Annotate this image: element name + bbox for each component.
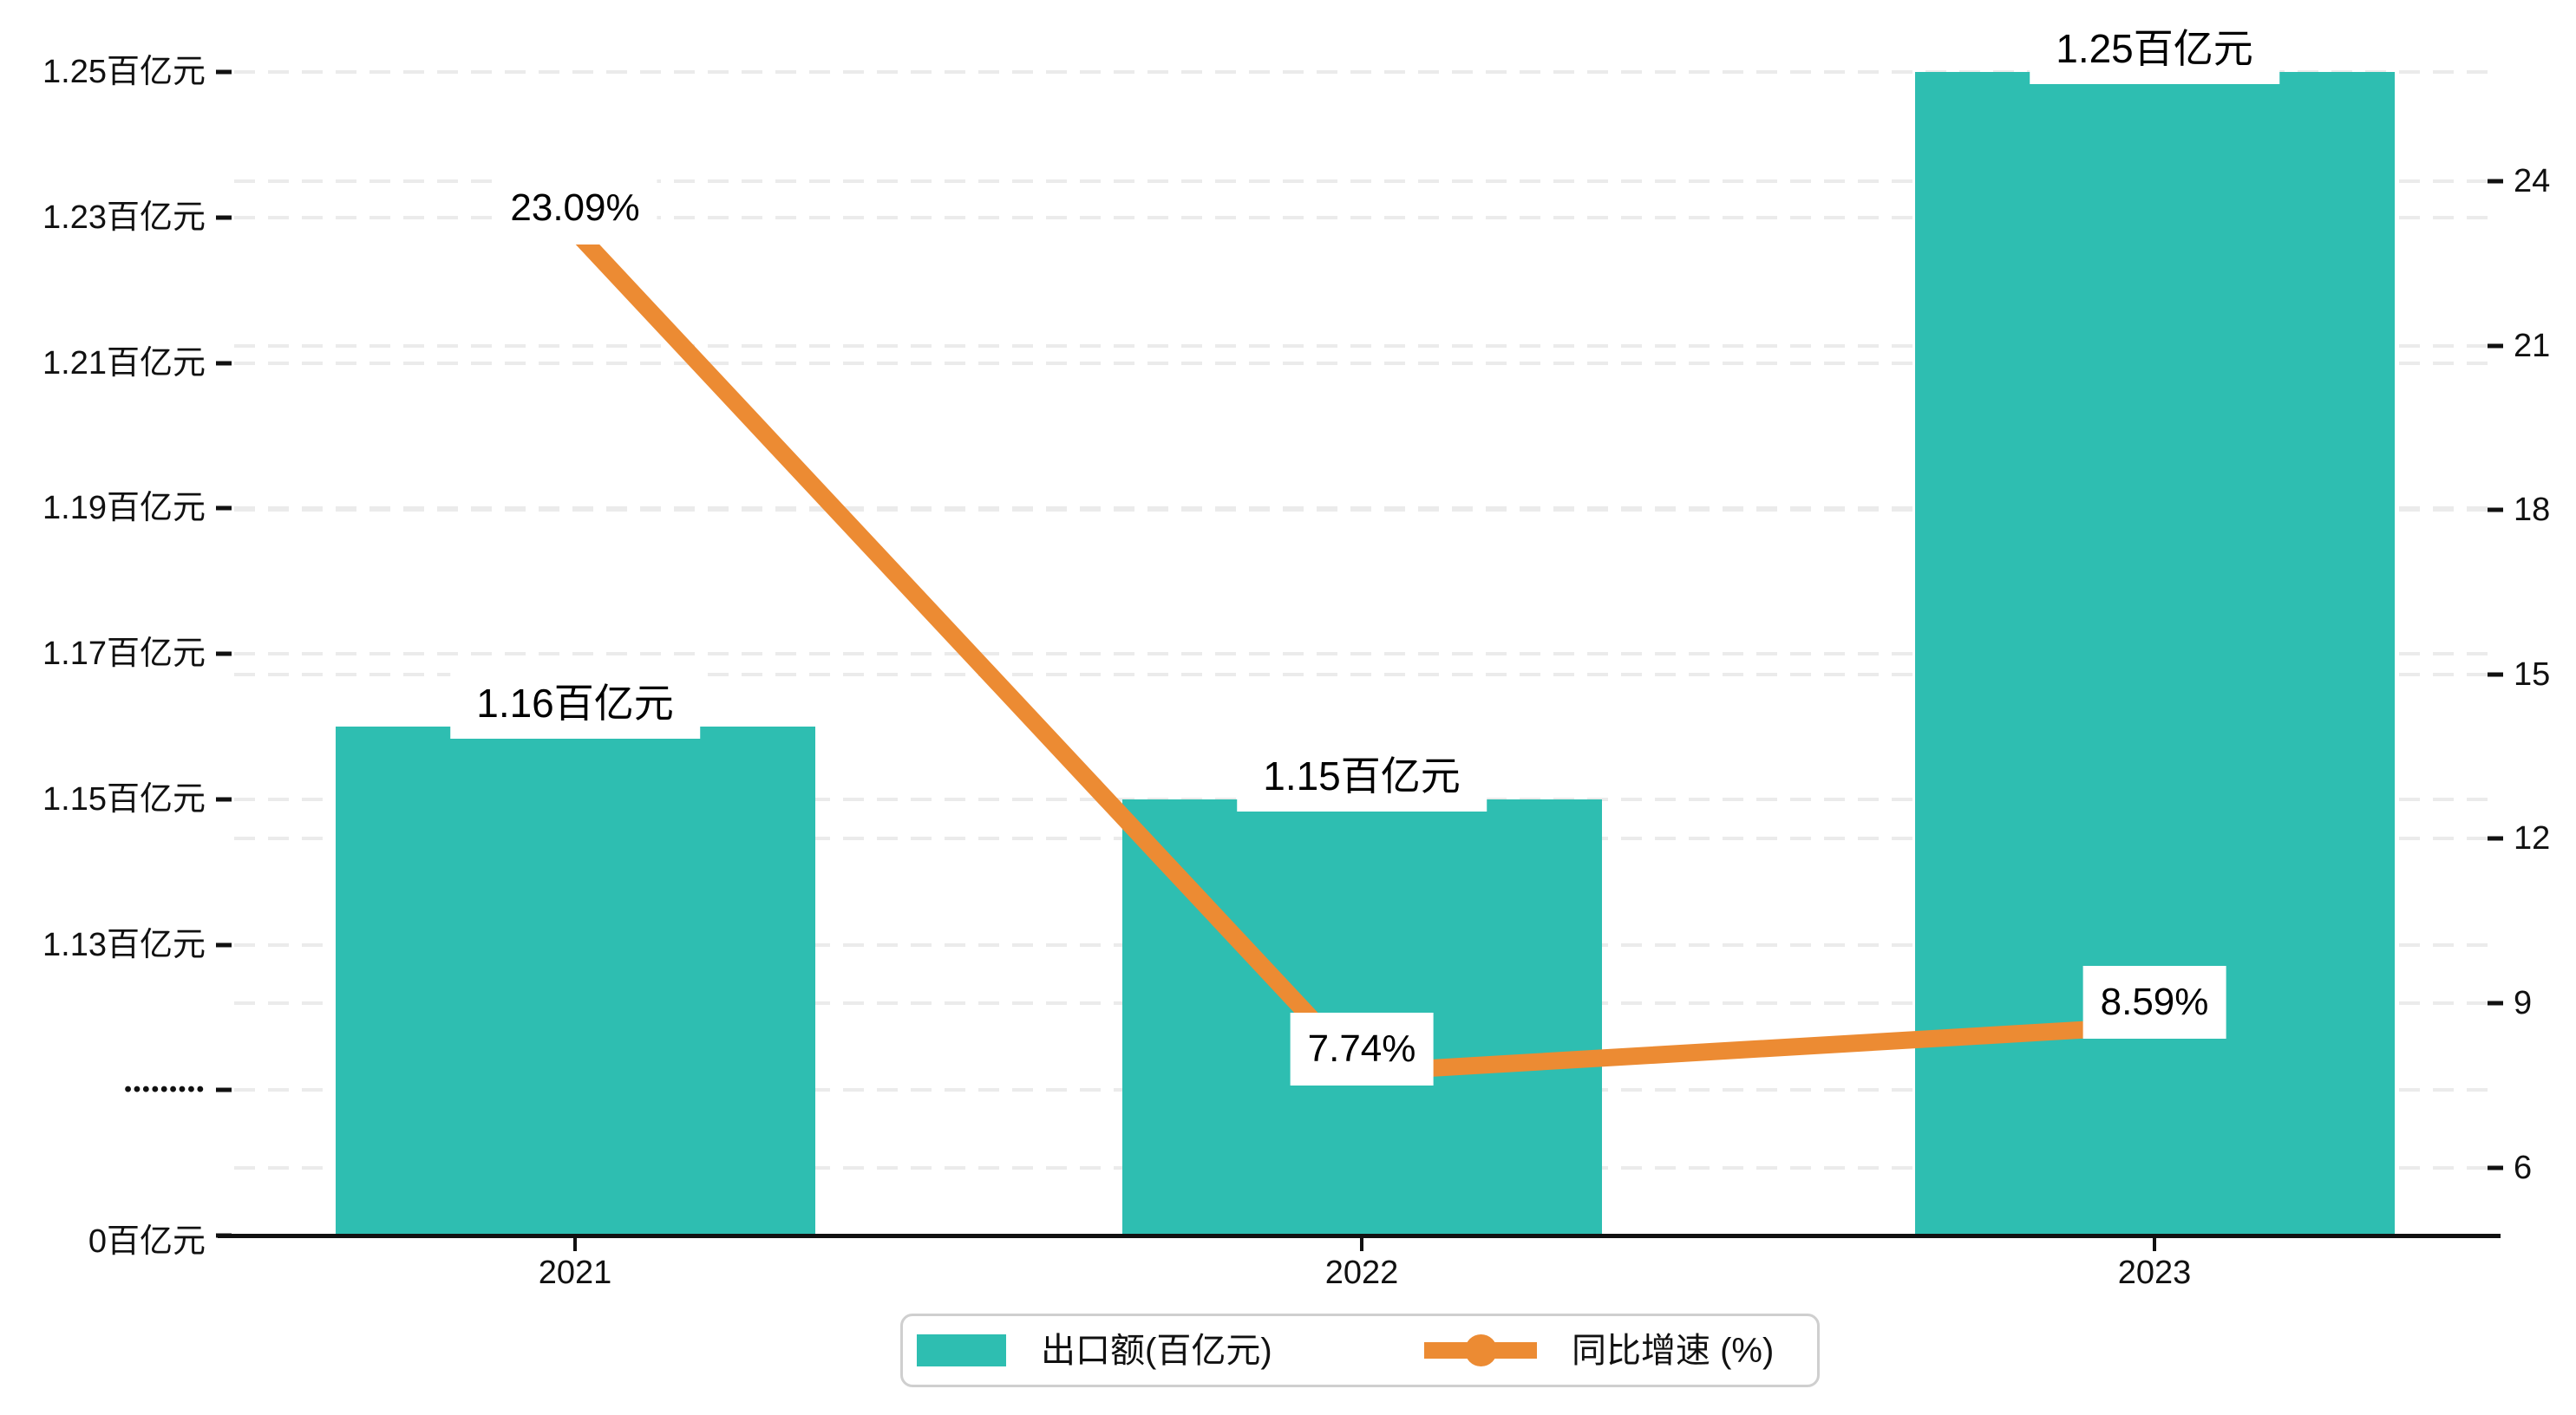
- growth-line[interactable]: [568, 225, 2155, 1081]
- x-axis-tick-mark: [573, 1236, 577, 1251]
- growth-value-label: 7.74%: [1290, 1012, 1434, 1086]
- line-series-marker-icon: [1424, 1334, 1537, 1366]
- x-axis-label-2022: 2022: [1324, 1255, 1399, 1291]
- left-axis-tick-label: •••••••••: [124, 1078, 206, 1102]
- bar-value-label: 1.16百亿元: [450, 667, 700, 739]
- left-axis-tick-label: 1.21百亿元: [42, 344, 206, 381]
- gridline-left: [234, 361, 2501, 365]
- gridline-left: [234, 215, 2501, 219]
- left-axis-tick-mark: [216, 215, 232, 220]
- left-axis-tick-label: 1.15百亿元: [42, 780, 206, 818]
- right-axis-tick-label: 15: [2514, 655, 2551, 693]
- right-axis-tick-mark: [2488, 1001, 2503, 1006]
- right-axis-tick-mark: [2488, 507, 2503, 512]
- legend: 出口额(百亿元) 同比增速 (%): [900, 1314, 1820, 1387]
- left-axis-tick-label: 0百亿元: [88, 1223, 206, 1260]
- gridline-left: [234, 70, 2501, 74]
- right-axis-tick-mark: [2488, 836, 2503, 841]
- left-axis-tick-mark: [216, 942, 232, 947]
- legend-item-export[interactable]: 出口额(百亿元): [917, 1316, 1272, 1385]
- right-axis-tick-label: 9: [2514, 985, 2533, 1021]
- bar-series-swatch-icon: [917, 1334, 1006, 1366]
- gridline-right: [234, 343, 2501, 348]
- left-axis-tick-mark: [216, 69, 232, 75]
- left-axis-tick-mark: [216, 1087, 232, 1092]
- left-axis-tick-label: 1.23百亿元: [42, 199, 206, 236]
- left-axis-tick-mark: [216, 505, 232, 511]
- right-axis-tick-mark: [2488, 343, 2503, 349]
- gridline-right: [234, 508, 2501, 512]
- x-axis-label-2021: 2021: [538, 1255, 612, 1291]
- gridline-right: [234, 179, 2501, 183]
- left-axis-tick-label: 1.13百亿元: [42, 926, 206, 963]
- right-axis-tick-label: 12: [2514, 820, 2551, 857]
- bar-value-label: 1.25百亿元: [2030, 13, 2279, 84]
- left-axis-tick-mark: [216, 797, 232, 802]
- growth-value-label: 23.09%: [493, 171, 657, 245]
- right-axis-tick-mark: [2488, 179, 2503, 184]
- right-axis-tick-label: 21: [2514, 327, 2551, 364]
- legend-label-export: 出口额(百亿元): [1041, 1331, 1272, 1370]
- x-axis-tick-mark: [1360, 1236, 1363, 1251]
- right-axis-tick-mark: [2488, 672, 2503, 677]
- gridline-right: [234, 672, 2501, 676]
- x-axis-line: [218, 1234, 2501, 1238]
- left-axis-tick-mark: [216, 361, 232, 365]
- legend-item-growth[interactable]: 同比增速 (%): [1424, 1316, 1774, 1385]
- right-axis-tick-label: 24: [2514, 163, 2551, 199]
- x-axis-tick-mark: [2153, 1236, 2156, 1251]
- left-axis-tick-label: 1.17百亿元: [42, 636, 206, 672]
- legend-label-growth: 同比增速 (%): [1572, 1331, 1775, 1370]
- right-axis-tick-label: 18: [2514, 492, 2551, 529]
- bar-value-label: 1.15百亿元: [1237, 740, 1487, 812]
- gridline-left: [234, 652, 2501, 655]
- left-axis-tick-label: 1.25百亿元: [42, 54, 206, 90]
- left-axis-tick-label: 1.19百亿元: [42, 490, 206, 527]
- right-axis-tick-label: 6: [2514, 1149, 2533, 1186]
- growth-value-label: 8.59%: [2082, 965, 2226, 1039]
- x-axis-label-2023: 2023: [2117, 1255, 2192, 1291]
- right-axis-tick-mark: [2488, 1165, 2503, 1170]
- bar-2021[interactable]: [335, 726, 815, 1236]
- left-axis-tick-mark: [216, 651, 232, 656]
